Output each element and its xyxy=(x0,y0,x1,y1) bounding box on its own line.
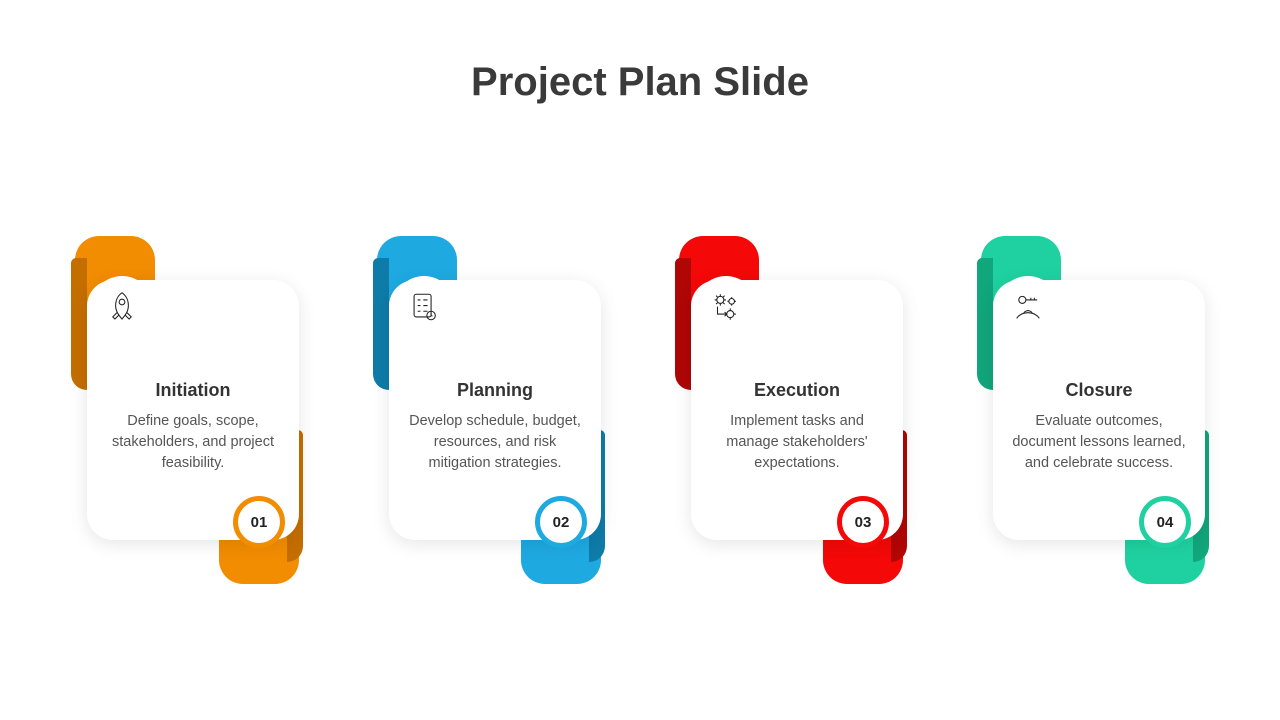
card-closure: Closure Evaluate outcomes, document less… xyxy=(981,230,1205,590)
step-number: 03 xyxy=(837,496,889,548)
card-initiation: Initiation Define goals, scope, stakehol… xyxy=(75,230,299,590)
card-heading: Execution xyxy=(709,380,885,401)
card-text: Implement tasks and manage stakeholders'… xyxy=(709,411,885,474)
checklist-icon xyxy=(393,276,455,338)
card-heading: Closure xyxy=(1011,380,1187,401)
card-text: Define goals, scope, stakeholders, and p… xyxy=(105,411,281,474)
gears-icon xyxy=(695,276,757,338)
card-heading: Initiation xyxy=(105,380,281,401)
card-text: Develop schedule, budget, resources, and… xyxy=(407,411,583,474)
card-text: Evaluate outcomes, document lessons lear… xyxy=(1011,411,1187,474)
slide-title: Project Plan Slide xyxy=(0,60,1280,105)
card-planning: Planning Develop schedule, budget, resou… xyxy=(377,230,601,590)
cards-row: Initiation Define goals, scope, stakehol… xyxy=(0,230,1280,590)
step-number: 04 xyxy=(1139,496,1191,548)
step-number: 01 xyxy=(233,496,285,548)
card-heading: Planning xyxy=(407,380,583,401)
rocket-icon xyxy=(91,276,153,338)
step-number: 02 xyxy=(535,496,587,548)
key-hand-icon xyxy=(997,276,1059,338)
card-execution: Execution Implement tasks and manage sta… xyxy=(679,230,903,590)
